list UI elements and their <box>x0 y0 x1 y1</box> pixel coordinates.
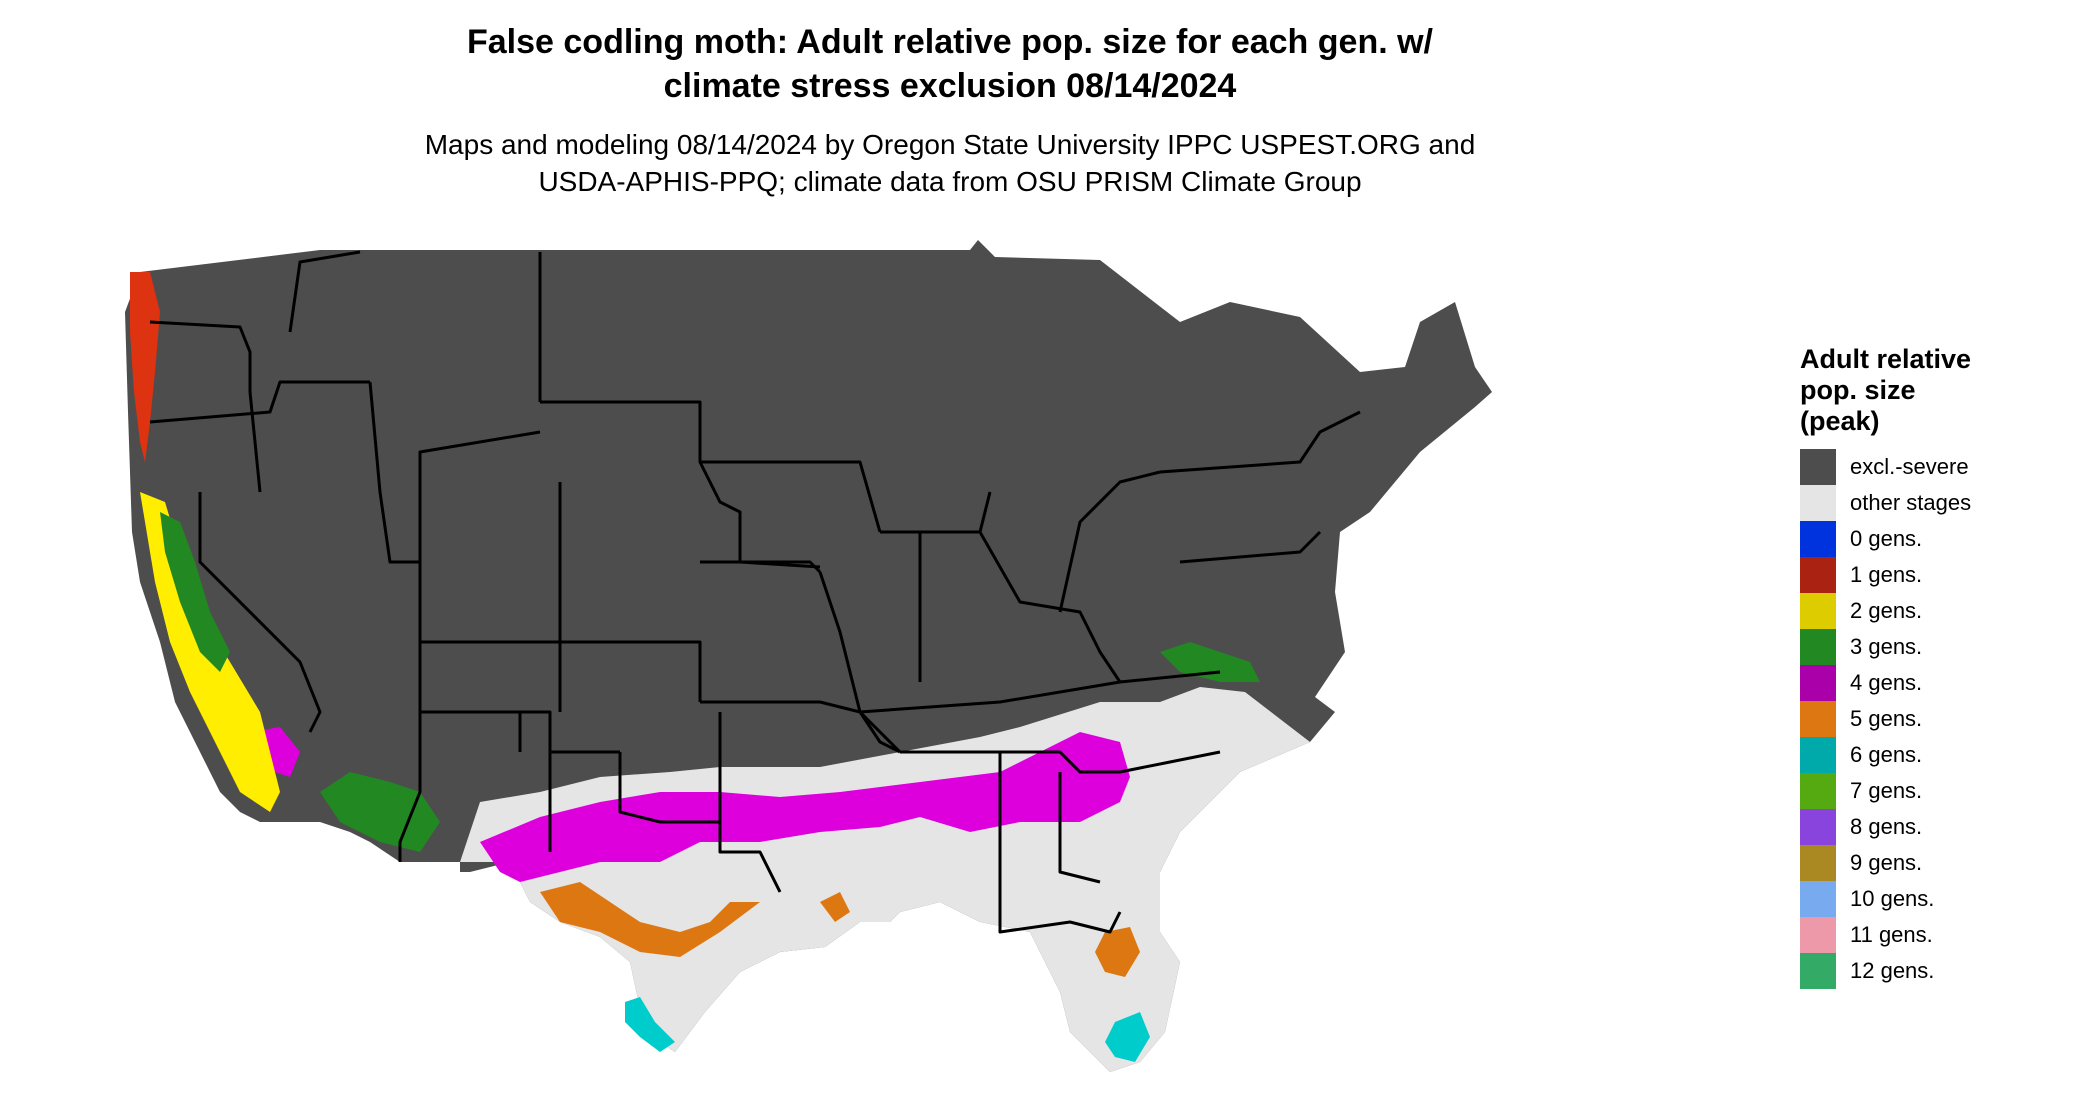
legend-label: 6 gens. <box>1850 742 1923 767</box>
legend-item: other stages <box>1800 485 2090 521</box>
legend-title: Adult relative pop. size (peak) <box>1800 344 2090 437</box>
legend-swatch <box>1800 485 1836 521</box>
legend-label: 9 gens. <box>1850 850 1923 875</box>
legend-item: 11 gens. <box>1800 917 2090 953</box>
map-title-line2: climate stress exclusion 08/14/2024 <box>663 67 1237 105</box>
legend-label: other stages <box>1850 490 1972 515</box>
legend-swatch <box>1800 845 1836 881</box>
us-map <box>125 240 1492 1072</box>
legend-swatch <box>1800 665 1836 701</box>
map-subtitle-line1: Maps and modeling 08/14/2024 by Oregon S… <box>424 129 1476 160</box>
region-gen5-texas <box>540 882 760 957</box>
legend-item: 10 gens. <box>1800 881 2090 917</box>
region-gen1-northwest <box>130 272 160 462</box>
legend-label: 12 gens. <box>1850 958 1935 983</box>
legend-title-line: (peak) <box>1800 406 1880 436</box>
legend-swatch <box>1800 629 1836 665</box>
legend-label: 7 gens. <box>1850 778 1923 803</box>
region-gen4-band <box>480 732 1130 882</box>
legend-swatch <box>1800 557 1836 593</box>
legend-swatch <box>1800 449 1836 485</box>
legend-swatch <box>1800 773 1836 809</box>
legend-label: 1 gens. <box>1850 562 1923 587</box>
legend-item: 0 gens. <box>1800 521 2090 557</box>
legend-swatch <box>1800 521 1836 557</box>
region-gen3-california <box>160 512 230 672</box>
legend-label: 3 gens. <box>1850 634 1923 659</box>
legend-swatch <box>1800 917 1836 953</box>
legend-swatch <box>1800 953 1836 989</box>
legend-item: 7 gens. <box>1800 773 2090 809</box>
legend-label: 11 gens. <box>1850 922 1933 947</box>
legend-item: 2 gens. <box>1800 593 2090 629</box>
region-gen6-florida <box>1105 1012 1150 1062</box>
legend-item: 9 gens. <box>1800 845 2090 881</box>
region-gen5-florida <box>1095 927 1140 977</box>
legend-item: 1 gens. <box>1800 557 2090 593</box>
legend-label: 8 gens. <box>1850 814 1923 839</box>
legend-title-line: Adult relative <box>1800 344 1972 374</box>
legend-label: 10 gens. <box>1850 886 1935 911</box>
legend-swatch <box>1800 701 1836 737</box>
legend-label: 4 gens. <box>1850 670 1923 695</box>
legend: Adult relative pop. size (peak) excl.-se… <box>1800 344 2090 989</box>
legend-item: 3 gens. <box>1800 629 2090 665</box>
legend-item: excl.-severe <box>1800 449 2090 485</box>
legend-label: 5 gens. <box>1850 706 1923 731</box>
legend-label: 2 gens. <box>1850 598 1923 623</box>
region-gen3-southwest <box>320 772 440 852</box>
legend-item: 6 gens. <box>1800 737 2090 773</box>
legend-swatch <box>1800 881 1836 917</box>
legend-rows: excl.-severe other stages 0 gens. 1 gens. 2 … <box>1800 449 2090 989</box>
legend-item: 5 gens. <box>1800 701 2090 737</box>
state-borders <box>149 250 1361 934</box>
map-title-line1: False codling moth: Adult relative pop. … <box>467 23 1433 61</box>
legend-label: excl.-severe <box>1850 454 1969 479</box>
region-gen3-carolina <box>1160 642 1260 682</box>
region-gen6-texas <box>625 997 675 1052</box>
legend-label: 0 gens. <box>1850 526 1923 551</box>
legend-item: 8 gens. <box>1800 809 2090 845</box>
legend-swatch <box>1800 809 1836 845</box>
map-subtitle-line2: USDA-APHIS-PPQ; climate data from OSU PR… <box>538 166 1362 197</box>
legend-item: 4 gens. <box>1800 665 2090 701</box>
legend-item: 12 gens. <box>1800 953 2090 989</box>
legend-swatch <box>1800 593 1836 629</box>
legend-title-line: pop. size <box>1800 375 1916 405</box>
region-gen5-louisiana <box>820 892 850 922</box>
legend-swatch <box>1800 737 1836 773</box>
